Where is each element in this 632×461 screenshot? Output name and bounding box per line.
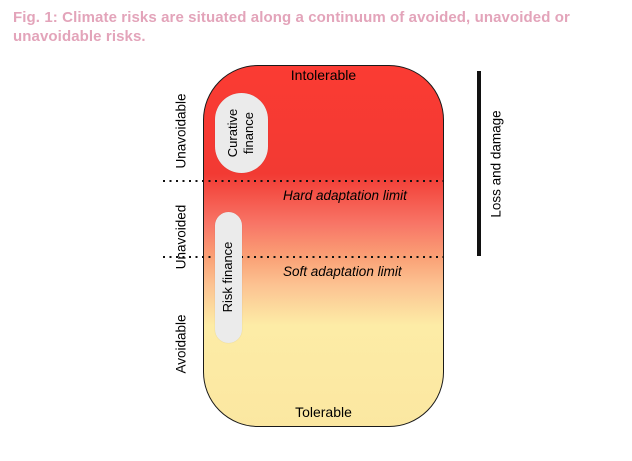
unavoided-axis-label: Unavoided: [173, 204, 189, 270]
loss-and-damage-label: Loss and damage: [488, 110, 504, 218]
intolerable-label: Intolerable: [290, 67, 357, 83]
risk-finance-pill-label: Risk finance: [220, 241, 235, 313]
figure-caption: Fig. 1: Climate risks are situated along…: [13, 9, 570, 45]
unavoidable-axis-label: Unavoidable: [173, 93, 189, 169]
tolerable-label: Tolerable: [295, 404, 352, 420]
avoidable-axis-label: Avoidable: [173, 314, 189, 374]
risk-finance-pill: [215, 212, 242, 343]
curative-finance-pill: [215, 93, 268, 173]
soft-adaptation-limit-line: [163, 256, 444, 258]
hard-adaptation-limit-label: Hard adaptation limit: [283, 188, 407, 203]
hard-adaptation-limit-line: [163, 180, 444, 182]
curative-finance-pill-label: Curative finance: [225, 108, 256, 158]
soft-adaptation-limit-label: Soft adaptation limit: [283, 264, 402, 279]
loss-and-damage-bracket-bar: [477, 71, 481, 256]
